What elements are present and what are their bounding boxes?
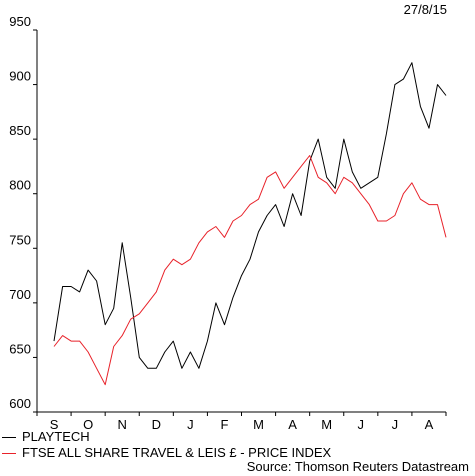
- legend-swatch-playtech: [2, 437, 16, 438]
- x-tick-label: F: [220, 417, 228, 432]
- x-tick-label: J: [392, 417, 399, 432]
- x-tick-label: J: [358, 417, 365, 432]
- legend-item-playtech: PLAYTECH: [0, 429, 475, 445]
- y-tick-label: 800: [9, 178, 31, 193]
- y-tick-label: 600: [9, 396, 31, 411]
- x-tick-label: O: [83, 417, 93, 432]
- x-tick-label: M: [253, 417, 264, 432]
- legend-label-ftse: FTSE ALL SHARE TRAVEL & LEIS £ - PRICE I…: [22, 445, 332, 460]
- y-tick-label: 950: [9, 14, 31, 29]
- chart-axes: 600 650 700 750 800 850 900 950 S O N D J F M A M J J A: [9, 14, 447, 432]
- source-note: Source: Thomson Reuters Datastream: [246, 459, 469, 474]
- x-tick-label: A: [425, 417, 434, 432]
- series-line-ftse-travel-leisure: [53, 155, 447, 386]
- y-tick-label: 650: [9, 341, 31, 356]
- x-tick-label: D: [152, 417, 161, 432]
- x-tick-label: A: [288, 417, 297, 432]
- y-tick-label: 750: [9, 232, 31, 247]
- y-tick-label: 900: [9, 69, 31, 84]
- series-line-playtech: [53, 62, 447, 369]
- date-label: 27/8/15: [403, 2, 447, 17]
- y-tick-label: 700: [9, 287, 31, 302]
- x-tick-label: S: [50, 417, 59, 432]
- y-tick-label: 850: [9, 123, 31, 138]
- legend-swatch-ftse: [2, 453, 16, 454]
- legend-label-playtech: PLAYTECH: [22, 429, 90, 444]
- x-tick-label: N: [118, 417, 127, 432]
- x-tick-label: M: [321, 417, 332, 432]
- series-layer: [53, 62, 447, 386]
- x-tick-label: J: [187, 417, 194, 432]
- legend-item-ftse: FTSE ALL SHARE TRAVEL & LEIS £ - PRICE I…: [0, 445, 475, 461]
